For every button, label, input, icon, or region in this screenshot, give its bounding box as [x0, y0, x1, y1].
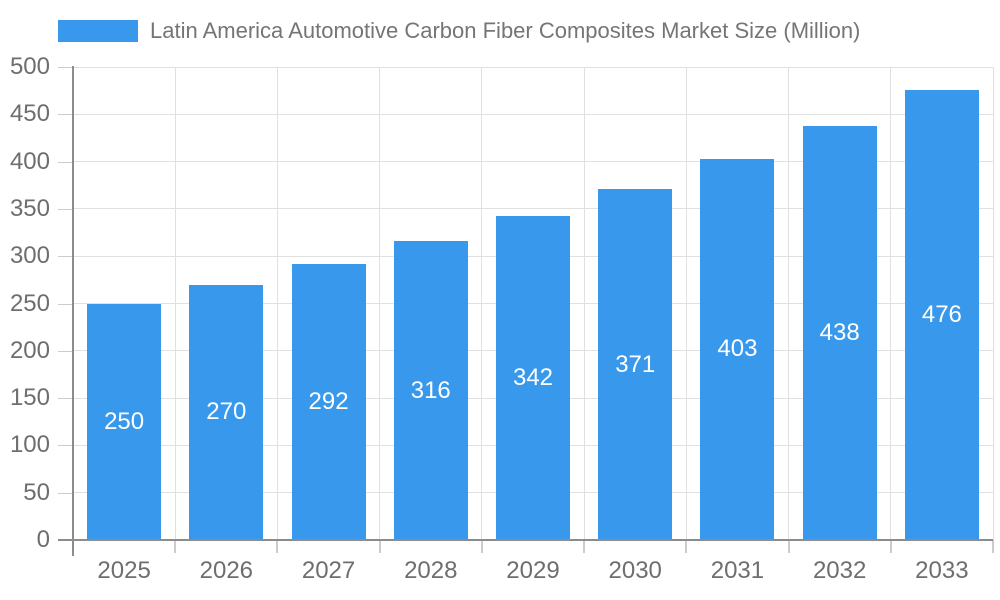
y-tick-mark	[58, 492, 73, 494]
x-axis-tick-label: 2033	[915, 557, 969, 584]
bar[interactable]: 403	[700, 158, 775, 540]
bar[interactable]: 476	[904, 89, 979, 540]
y-axis-tick-label: 150	[9, 384, 50, 412]
y-tick-mark	[58, 303, 73, 305]
y-tick-mark	[58, 350, 73, 352]
x-tick-mark	[378, 540, 381, 553]
bar[interactable]: 316	[393, 241, 468, 540]
y-axis-tick-label: 300	[9, 242, 50, 270]
x-axis-tick-label: 2028	[404, 557, 458, 584]
x-tick-mark	[685, 540, 688, 553]
y-tick-mark	[58, 114, 73, 116]
y-tick-mark	[58, 67, 73, 68]
y-tick-mark	[58, 161, 73, 163]
chart-legend[interactable]: Latin America Automotive Carbon Fiber Co…	[58, 18, 861, 43]
x-axis-tick-label: 2032	[812, 557, 867, 584]
bar[interactable]: 371	[598, 189, 673, 540]
bar-value-label: 342	[512, 364, 554, 392]
legend-swatch	[58, 20, 138, 42]
y-tick-mark	[58, 208, 73, 210]
y-axis-tick-label: 500	[9, 53, 50, 80]
x-tick-mark	[174, 540, 177, 553]
v-gridline	[174, 67, 176, 540]
v-gridline	[481, 67, 483, 540]
v-gridline	[379, 67, 381, 540]
bar-value-label: 476	[921, 300, 962, 328]
x-axis-tick-label: 2030	[608, 557, 662, 584]
y-axis-tick-label: 450	[9, 100, 50, 128]
y-axis-tick-label: 50	[23, 478, 50, 506]
x-axis-tick-label: 2027	[301, 557, 356, 584]
bar-value-label: 371	[615, 350, 656, 378]
bar[interactable]: 342	[496, 216, 570, 540]
h-gridline	[73, 113, 993, 115]
y-tick-mark	[58, 445, 73, 447]
plot-area: 250 270 292 316 342 371 403 438 476	[73, 66, 994, 540]
x-tick-mark	[276, 540, 279, 553]
x-tick-mark	[992, 540, 994, 553]
y-axis-tick-label: 250	[9, 289, 50, 317]
x-axis-tick-label: 2026	[199, 557, 254, 584]
y-axis-tick-label: 200	[9, 336, 50, 364]
bar-value-label: 270	[206, 398, 247, 426]
x-tick-mark	[480, 540, 483, 553]
bar-value-label: 403	[717, 335, 758, 363]
v-gridline	[685, 67, 687, 540]
x-axis-line	[58, 539, 993, 541]
x-axis-tick-label: 2025	[97, 557, 151, 584]
y-axis-line	[72, 66, 74, 556]
v-gridline	[276, 67, 278, 540]
y-tick-mark	[58, 256, 73, 258]
x-tick-mark	[787, 540, 790, 553]
v-gridline	[788, 67, 790, 540]
h-gridline	[73, 161, 993, 163]
h-gridline	[73, 208, 993, 210]
bar[interactable]: 270	[189, 284, 264, 540]
bars-layer: 250 270 292 316 342 371 403 438 476	[73, 67, 993, 540]
bar[interactable]: 438	[802, 125, 877, 540]
legend-title: Latin America Automotive Carbon Fiber Co…	[150, 18, 861, 43]
x-tick-mark	[889, 540, 892, 553]
bar-value-label: 438	[819, 318, 860, 346]
bar-value-label: 316	[410, 376, 451, 404]
bar-value-label: 250	[104, 407, 145, 435]
y-axis-tick-label: 0	[36, 526, 50, 553]
bar[interactable]: 250	[87, 303, 162, 540]
x-axis-tick-label: 2031	[710, 557, 765, 584]
v-gridline	[583, 67, 585, 540]
y-axis-tick-label: 400	[9, 147, 50, 175]
y-tick-mark	[58, 398, 73, 400]
y-axis-tick-label: 100	[9, 431, 50, 459]
v-gridline	[890, 67, 892, 540]
h-gridline	[73, 66, 993, 68]
bar-value-label: 292	[308, 387, 349, 415]
bar[interactable]: 292	[291, 263, 366, 540]
x-tick-mark	[583, 540, 586, 553]
v-gridline	[992, 67, 994, 540]
x-axis-tick-label: 2029	[506, 557, 560, 584]
y-axis-tick-label: 350	[9, 194, 50, 222]
